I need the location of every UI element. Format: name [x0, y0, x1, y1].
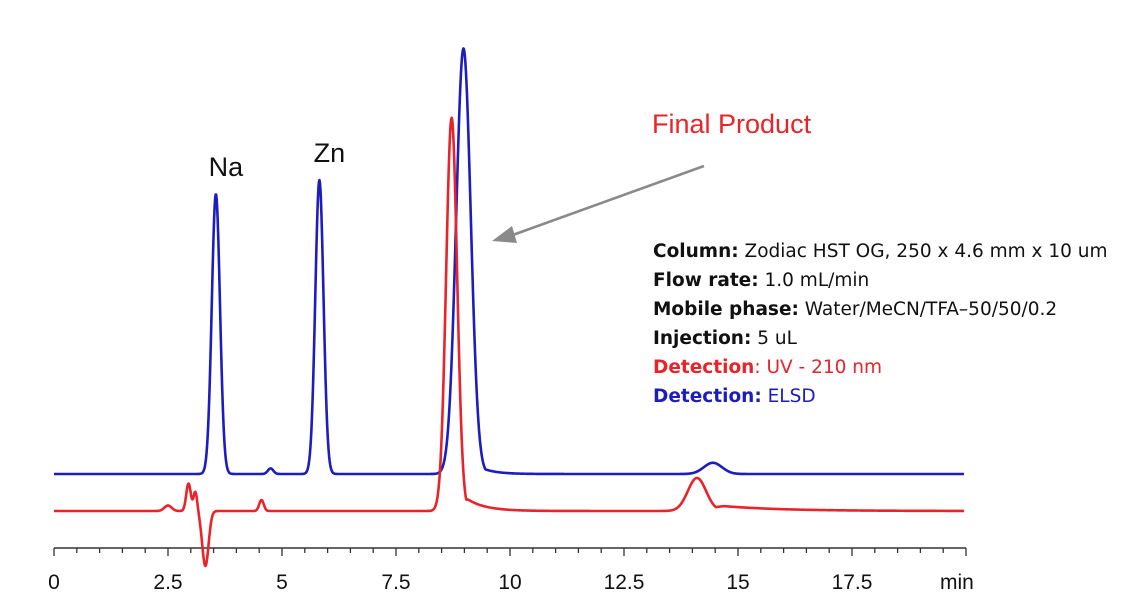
series-line-uv-210-nm — [53, 116, 965, 568]
method-conditions: Column: Zodiac HST OG, 250 x 4.6 mm x 10… — [653, 237, 1108, 411]
annotation-label: Final Product — [652, 109, 812, 139]
condition-line: Column: Zodiac HST OG, 250 x 4.6 mm x 10… — [653, 237, 1108, 266]
x-tick-label: 0 — [48, 571, 60, 594]
condition-value: Water/MeCN/TFA–50/50/0.2 — [798, 299, 1058, 320]
x-tick-label: 15 — [726, 571, 749, 594]
x-tick-label: 17.5 — [832, 571, 873, 594]
x-tick-label: 7.5 — [381, 571, 410, 594]
x-tick-label: 2.5 — [153, 571, 182, 594]
peak-label-na: Na — [209, 152, 244, 182]
condition-value: 1.0 mL/min — [758, 270, 870, 291]
annotation-arrowhead — [492, 226, 517, 243]
peak-labels: Na Zn — [209, 138, 346, 182]
condition-value: : UV - 210 nm — [754, 357, 883, 378]
condition-line: Detection: UV - 210 nm — [653, 353, 1108, 382]
condition-label: Injection: — [653, 328, 752, 349]
condition-line: Mobile phase: Water/MeCN/TFA–50/50/0.2 — [653, 295, 1108, 324]
x-tick-label: 5 — [276, 571, 288, 594]
condition-value: Zodiac HST OG, 250 x 4.6 mm x 10 um — [738, 241, 1108, 262]
condition-label: Mobile phase: — [653, 299, 799, 320]
series-line-elsd — [53, 47, 965, 476]
x-axis-ticks: 0 2.5 5 7.5 10 12.5 15 17.5 — [48, 548, 967, 594]
x-tick-label: 12.5 — [604, 571, 645, 594]
final-product-annotation: Final Product — [492, 109, 812, 243]
condition-value: ELSD — [761, 386, 816, 407]
condition-line: Detection: ELSD — [653, 382, 1108, 411]
x-tick-label: 10 — [498, 571, 521, 594]
condition-line: Flow rate: 1.0 mL/min — [653, 266, 1108, 295]
annotation-arrow-line — [509, 164, 705, 238]
chromatogram-traces — [53, 47, 965, 568]
x-axis-unit: min — [940, 571, 974, 594]
condition-label: Detection: — [653, 386, 762, 407]
condition-label: Detection — [653, 357, 755, 378]
condition-line: Injection: 5 uL — [653, 324, 1108, 353]
peak-label-zn: Zn — [314, 138, 346, 168]
condition-value: 5 uL — [751, 328, 797, 349]
condition-label: Flow rate: — [653, 270, 759, 291]
condition-label: Column: — [653, 241, 739, 262]
